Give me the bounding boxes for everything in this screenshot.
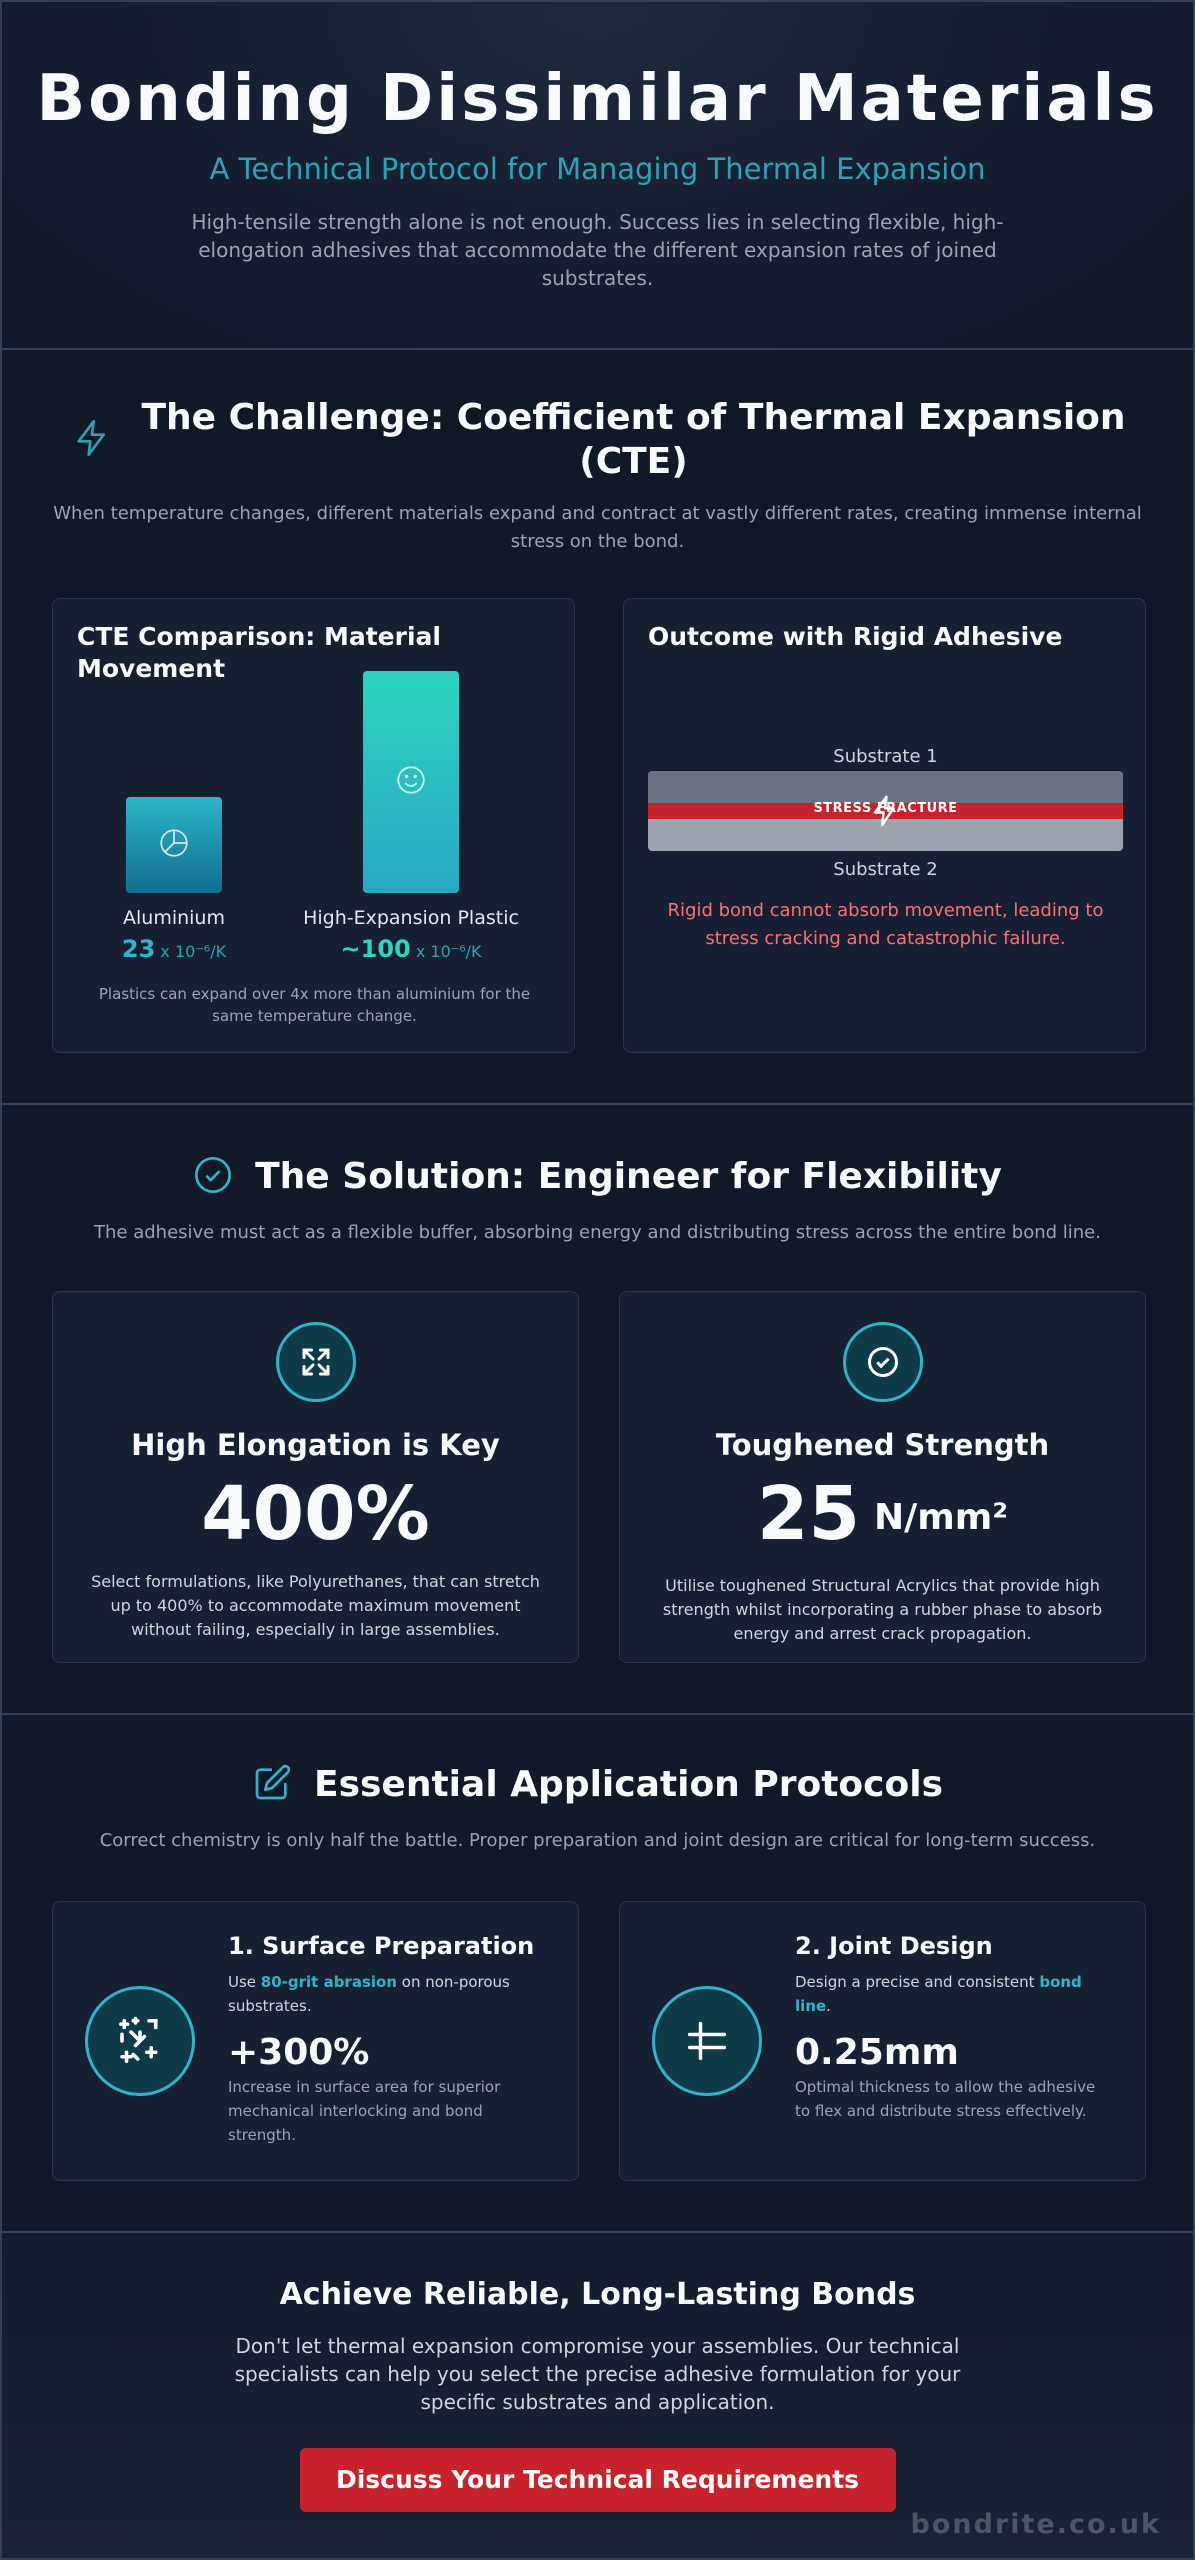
- discuss-requirements-button[interactable]: Discuss Your Technical Requirements: [299, 2448, 896, 2512]
- substrate-2-label: Substrate 2: [833, 859, 938, 880]
- cta-title: Achieve Reliable, Long-Lasting Bonds: [279, 2277, 916, 2312]
- joint-design-desc: Design a precise and consistent bond lin…: [795, 1973, 1082, 2015]
- challenge-heading: The Challenge: Coefficient of Thermal Ex…: [2, 396, 1193, 484]
- protocols-subtitle: Correct chemistry is only half the battl…: [99, 1830, 1096, 1851]
- cta-section: Achieve Reliable, Long-Lasting Bonds Don…: [2, 2233, 1193, 2558]
- hero-section: Bonding Dissimilar Materials A Technical…: [2, 2, 1193, 350]
- shield-check-icon: [842, 1322, 923, 1402]
- solution-subtitle: The adhesive must act as a flexible buff…: [94, 1222, 1101, 1243]
- rigid-outcome-text: Rigid bond cannot absorb movement, leadi…: [667, 900, 1104, 949]
- cte-card-title: CTE Comparison: Material Movement: [77, 622, 441, 683]
- elongation-stat: 400%: [201, 1471, 430, 1557]
- toughened-stat: 25 N/mm²: [756, 1471, 1009, 1557]
- toughened-title: Toughened Strength: [715, 1428, 1050, 1462]
- substrate-1-label: Substrate 1: [833, 746, 938, 767]
- surface-prep-body: 1. Surface Preparation Use 80-grit abras…: [228, 1932, 548, 2147]
- elongation-card: High Elongation is Key 400% Select formu…: [52, 1291, 579, 1663]
- solution-title: The Solution: Engineer for Flexibility: [255, 1156, 1002, 1197]
- lightning-icon: [72, 418, 112, 462]
- cta-text: Don't let thermal expansion compromise y…: [234, 2334, 961, 2414]
- check-circle-icon: [193, 1155, 233, 1199]
- cte-note: Plastics can expand over 4x more than al…: [98, 985, 531, 1025]
- plastic-cte-value: ~100 x 10⁻⁶/K: [340, 935, 482, 963]
- joint-design-stat: 0.25mm: [795, 2032, 959, 2073]
- outcome-card-title: Outcome with Rigid Adhesive: [648, 622, 1063, 651]
- elongation-text: Select formulations, like Polyurethanes,…: [91, 1572, 540, 1639]
- plastic-label: High-Expansion Plastic: [303, 907, 519, 929]
- brand-watermark: bondrite.co.uk: [910, 2509, 1161, 2540]
- solution-section: The Solution: Engineer for Flexibility T…: [2, 1105, 1193, 1715]
- expand-icon: [275, 1322, 356, 1402]
- surface-prep-note: Increase in surface area for superior me…: [228, 2078, 501, 2144]
- joint-design-note: Optimal thickness to allow the adhesive …: [795, 2078, 1096, 2120]
- solution-heading: The Solution: Engineer for Flexibility: [2, 1155, 1193, 1199]
- elongation-title: High Elongation is Key: [131, 1428, 500, 1462]
- hero-intro: High-tensile strength alone is not enoug…: [191, 210, 1004, 290]
- joint-design-card: 2. Joint Design Design a precise and con…: [619, 1901, 1146, 2181]
- protocols-heading: Essential Application Protocols: [2, 1763, 1193, 1807]
- cte-comparison-card: CTE Comparison: Material Movement Alumin…: [52, 598, 575, 1053]
- pie-chart-icon: [157, 826, 191, 864]
- challenge-title: The Challenge: Coefficient of Thermal Ex…: [141, 397, 1126, 482]
- aluminium-cte-value: 23 x 10⁻⁶/K: [121, 935, 227, 963]
- challenge-section: The Challenge: Coefficient of Thermal Ex…: [2, 350, 1193, 1105]
- smile-icon: [394, 763, 428, 801]
- plastic-bar: [363, 671, 459, 893]
- protocols-section: Essential Application Protocols Correct …: [2, 1715, 1193, 2233]
- protocols-title: Essential Application Protocols: [313, 1764, 943, 1805]
- surface-prep-desc: Use 80-grit abrasion on non-porous subst…: [228, 1973, 510, 2015]
- page-subtitle: A Technical Protocol for Managing Therma…: [209, 152, 986, 186]
- fracture-icon: [868, 793, 902, 833]
- rigid-adhesive-layer: [648, 803, 1123, 819]
- surface-prep-title: 1. Surface Preparation: [228, 1932, 535, 1960]
- sparkles-icon: [85, 1986, 195, 2096]
- bond-line-icon: [652, 1986, 762, 2096]
- aluminium-label: Aluminium: [123, 907, 225, 929]
- page-title: Bonding Dissimilar Materials: [36, 62, 1159, 136]
- toughened-text: Utilise toughened Structural Acrylics th…: [662, 1576, 1103, 1644]
- challenge-subtitle: When temperature changes, different mate…: [53, 503, 1142, 552]
- joint-design-title: 2. Joint Design: [795, 1932, 993, 1960]
- surface-prep-stat: +300%: [228, 2032, 370, 2073]
- joint-design-body: 2. Joint Design Design a precise and con…: [795, 1932, 1115, 2123]
- aluminium-bar: [126, 797, 222, 893]
- bonded-substrates-diagram: STRESS FRACTURE: [648, 771, 1123, 851]
- rigid-outcome-card: Outcome with Rigid Adhesive Substrate 1 …: [623, 598, 1146, 1053]
- substrate-2: [648, 819, 1123, 851]
- edit-icon: [252, 1763, 292, 1807]
- toughened-strength-card: Toughened Strength 25 N/mm² Utilise tough…: [619, 1291, 1146, 1663]
- surface-prep-card: 1. Surface Preparation Use 80-grit abras…: [52, 1901, 579, 2181]
